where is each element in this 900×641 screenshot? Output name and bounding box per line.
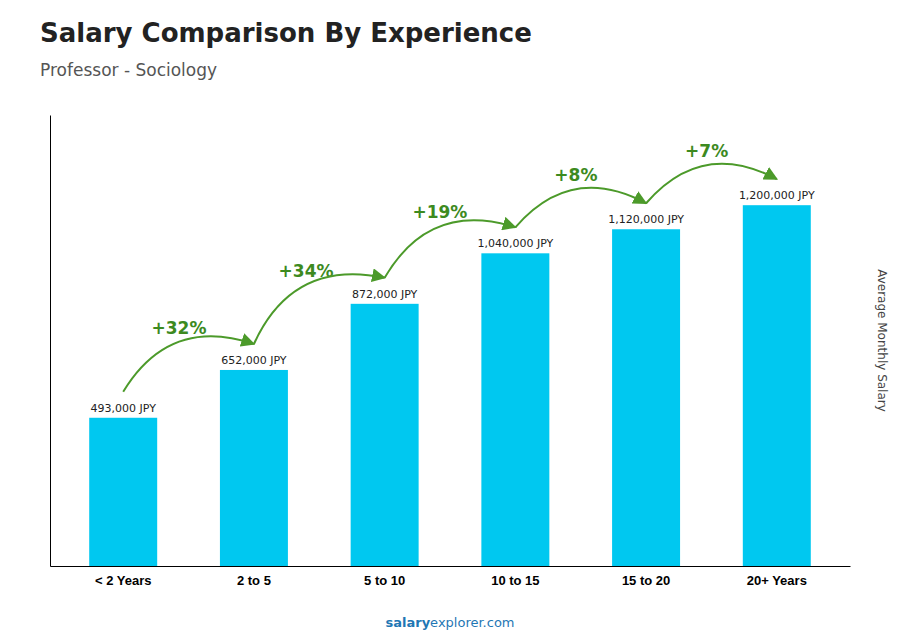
x-tick: 20+ Years <box>747 573 807 588</box>
x-tick-label: 20+ Years <box>747 573 807 588</box>
data-label: 872,000 JPY <box>352 288 418 301</box>
annotation: +8% <box>554 165 597 185</box>
data-label: 1,200,000 JPY <box>739 189 815 202</box>
x-tick-label: 5 to 10 <box>364 573 405 588</box>
annotation: +19% <box>412 202 467 222</box>
arrow <box>515 188 646 228</box>
bar <box>351 304 419 566</box>
footer-part: explorer.com <box>430 615 514 630</box>
bar <box>612 229 680 566</box>
arrow <box>123 336 254 392</box>
x-tick-label: 10 to 15 <box>491 573 539 588</box>
bar <box>481 253 549 566</box>
data-label: 493,000 JPY <box>91 402 157 415</box>
title: Salary Comparison By Experience <box>40 18 532 48</box>
plot: < 2 Years 2 to 5 5 to 10 10 to 15 15 to 20 20… <box>51 116 851 589</box>
x-tick: 10 to 15 <box>491 573 539 588</box>
arrow <box>254 274 385 344</box>
arrows <box>123 164 777 392</box>
data-label: 1,040,000 JPY <box>477 237 553 250</box>
x-tick-label: 15 to 20 <box>622 573 670 588</box>
annotation: +7% <box>685 141 728 161</box>
footer-part: salary <box>385 615 430 630</box>
bar <box>220 370 288 566</box>
arrow <box>646 164 777 204</box>
x-tick: 15 to 20 <box>622 573 670 588</box>
bar <box>743 205 811 566</box>
annotation: +32% <box>152 318 207 338</box>
data-label: 652,000 JPY <box>221 354 287 367</box>
subtitle: Professor - Sociology <box>40 60 217 80</box>
labels: 493,000 JPY 652,000 JPY 872,000 JPY 1,040,0… <box>91 141 815 415</box>
x-tick-label: 2 to 5 <box>237 573 271 588</box>
bar <box>89 418 157 566</box>
footer: salaryexplorer.com <box>385 615 514 630</box>
x-axis-line <box>51 566 851 567</box>
x-tick: < 2 Years <box>95 573 152 588</box>
chart: Salary Comparison By Experience Professor… <box>0 0 900 641</box>
y-axis-line <box>50 116 51 567</box>
arrow <box>385 220 516 277</box>
x-tick-label: < 2 Years <box>95 573 152 588</box>
data-label: 1,120,000 JPY <box>608 213 684 226</box>
x-axis: < 2 Years 2 to 5 5 to 10 10 to 15 15 to 20 20… <box>51 567 851 589</box>
y-axis <box>50 116 51 567</box>
y-axis-title: Average Monthly Salary <box>875 269 889 412</box>
x-tick: 5 to 10 <box>364 573 405 588</box>
bars <box>89 205 811 566</box>
x-tick: 2 to 5 <box>237 573 271 588</box>
